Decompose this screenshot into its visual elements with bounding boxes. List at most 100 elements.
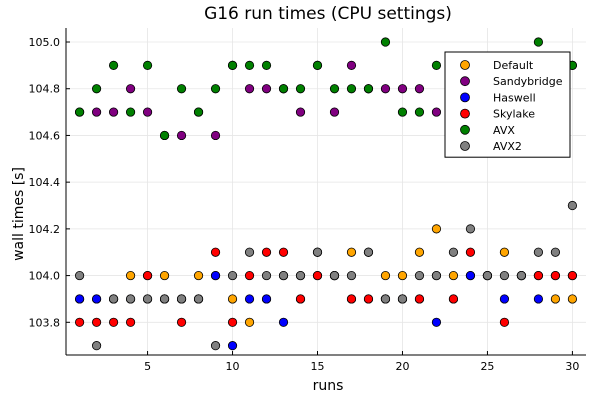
data-point-haswell	[499, 294, 510, 304]
data-point-skylake	[244, 270, 255, 281]
data-point-haswell	[278, 317, 289, 327]
data-point-default	[431, 224, 442, 234]
data-point-skylake	[261, 247, 272, 257]
y-tick-label: 104.6	[29, 129, 61, 142]
data-point-avx2	[550, 247, 561, 257]
data-point-avx	[142, 60, 153, 70]
data-point-avx2	[533, 247, 544, 257]
data-point-avx2	[414, 270, 425, 281]
x-tick-label: 25	[480, 360, 494, 373]
x-tick-label: 15	[311, 360, 325, 373]
x-tick-label: 5	[144, 360, 151, 373]
data-point-skylake	[278, 247, 289, 257]
data-point-haswell	[465, 270, 476, 281]
y-tick-label: 104.4	[29, 176, 61, 189]
y-axis-label: wall times [s]	[11, 167, 27, 261]
data-point-haswell	[244, 294, 255, 304]
grid-layer	[66, 28, 586, 355]
data-point-avx2	[125, 294, 136, 304]
data-point-avx2	[516, 270, 527, 281]
data-point-default	[567, 294, 578, 304]
data-point-sandybridge	[346, 60, 357, 70]
data-point-skylake	[567, 270, 578, 281]
data-point-sandybridge	[261, 84, 272, 94]
data-point-default	[380, 270, 391, 281]
data-point-avx	[329, 84, 340, 94]
data-point-avx2	[431, 270, 442, 281]
data-point-haswell	[261, 294, 272, 304]
legend-marker-skylake	[460, 108, 470, 119]
data-point-default	[448, 270, 459, 281]
data-point-avx2	[567, 200, 578, 211]
data-point-sandybridge	[91, 107, 102, 117]
y-tick-label: 104.2	[29, 223, 61, 236]
data-point-skylake	[74, 317, 85, 327]
data-point-avx	[176, 84, 187, 94]
data-point-avx	[380, 37, 391, 47]
data-point-avx2	[227, 270, 238, 281]
data-point-avx	[74, 107, 85, 117]
data-point-haswell	[210, 270, 221, 281]
data-point-avx2	[108, 294, 119, 304]
data-point-avx	[414, 107, 425, 117]
data-point-avx	[261, 60, 272, 70]
data-point-avx2	[74, 270, 85, 281]
x-tick-label: 20	[395, 360, 409, 373]
data-point-avx	[346, 84, 357, 94]
data-point-haswell	[227, 341, 238, 351]
data-point-skylake	[448, 294, 459, 304]
data-point-skylake	[346, 294, 357, 304]
data-point-skylake	[312, 270, 323, 281]
x-tick-label: 10	[226, 360, 240, 373]
data-point-avx2	[159, 294, 170, 304]
data-point-avx2	[244, 247, 255, 257]
y-tick-label: 104.0	[29, 270, 61, 283]
data-point-avx2	[380, 294, 391, 304]
legend-marker-sandybridge	[460, 76, 470, 87]
legend: Default Sandybridge Haswell Skylake AVX AVX2	[444, 51, 571, 158]
data-point-avx	[278, 84, 289, 94]
data-point-avx	[312, 60, 323, 70]
data-point-skylake	[108, 317, 119, 327]
data-point-skylake	[227, 317, 238, 327]
data-point-skylake	[295, 294, 306, 304]
legend-marker-haswell	[460, 92, 470, 103]
data-point-avx	[227, 60, 238, 70]
legend-marker-default	[460, 60, 470, 70]
data-point-avx2	[295, 270, 306, 281]
data-point-sandybridge	[125, 84, 136, 94]
data-point-avx	[193, 107, 204, 117]
data-point-avx	[159, 130, 170, 141]
x-axis-label: runs	[313, 378, 344, 394]
data-point-avx	[295, 84, 306, 94]
data-point-haswell	[533, 294, 544, 304]
axes-layer: 5 10 15 20 25 30 103.8 104.0 104.2 104.4 104.6 104.…	[29, 28, 586, 373]
data-point-avx	[397, 107, 408, 117]
data-point-avx2	[312, 247, 323, 257]
data-point-avx	[431, 60, 442, 70]
chart-title: G16 run times (CPU settings)	[204, 4, 452, 24]
data-point-skylake	[550, 270, 561, 281]
data-point-avx	[91, 84, 102, 94]
data-point-haswell	[74, 294, 85, 304]
series-haswell-points	[74, 270, 578, 351]
data-point-avx	[210, 84, 221, 94]
data-point-haswell	[91, 294, 102, 304]
data-point-haswell	[431, 317, 442, 327]
data-point-default	[227, 294, 238, 304]
data-point-avx2	[261, 270, 272, 281]
y-tick-label: 103.8	[29, 316, 61, 329]
data-point-avx	[244, 60, 255, 70]
data-point-avx	[363, 84, 374, 94]
data-point-skylake	[125, 317, 136, 327]
data-point-avx2	[91, 341, 102, 351]
data-point-avx2	[142, 294, 153, 304]
series-avx2-points	[74, 200, 578, 351]
data-point-avx2	[363, 247, 374, 257]
data-point-sandybridge	[329, 107, 340, 117]
data-point-sandybridge	[414, 84, 425, 94]
data-point-skylake	[91, 317, 102, 327]
data-point-default	[550, 294, 561, 304]
y-tick-label: 105.0	[29, 36, 61, 49]
